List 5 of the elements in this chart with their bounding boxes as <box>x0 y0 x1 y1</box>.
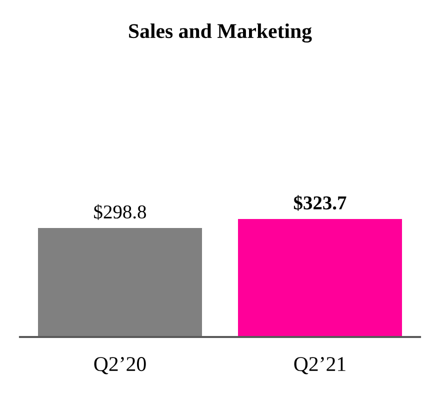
chart-title: Sales and Marketing <box>129 23 312 43</box>
data-label: $298.8 <box>94 204 146 220</box>
data-label: $323.7 <box>294 195 346 211</box>
x-tick-label: Q2’20 <box>94 357 146 374</box>
x-tick-label: Q2’21 <box>294 357 346 374</box>
